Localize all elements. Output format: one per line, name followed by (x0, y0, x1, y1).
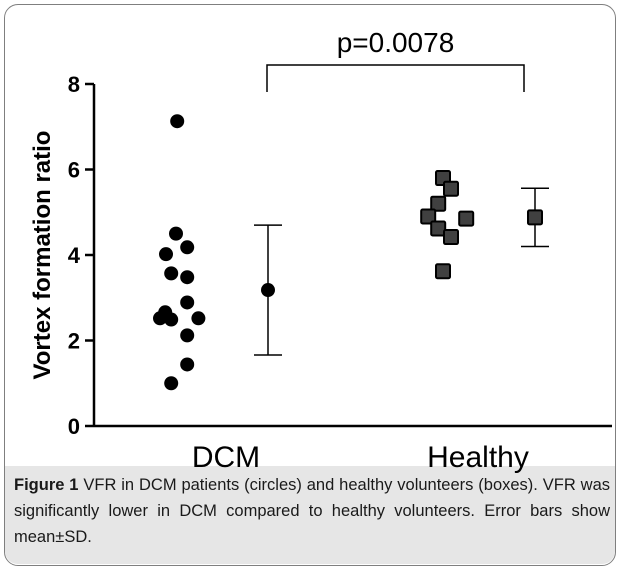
dcm-data-point (159, 247, 173, 262)
dcm-data-point (169, 226, 183, 241)
dcm-data-point (164, 266, 179, 281)
dcm-data-point (180, 295, 195, 310)
dcm-data-point (180, 270, 195, 285)
healthy-mean-marker (527, 209, 543, 226)
dcm-data-point (191, 311, 206, 326)
y-axis-title: Vortex formation ratio (29, 131, 56, 380)
dcm-data-point (180, 240, 195, 255)
caption-background (5, 466, 615, 564)
figure-caption: Figure 1 VFR in DCM patients (circles) a… (14, 472, 610, 550)
healthy-data-point (430, 195, 447, 212)
caption-text: VFR in DCM patients (circles) and health… (14, 476, 610, 546)
healthy-data-point (435, 263, 451, 280)
dcm-data-point (170, 114, 185, 129)
x-category-label: Healthy (427, 441, 529, 474)
dcm-data-point (180, 328, 195, 343)
healthy-data-point (420, 208, 437, 225)
dcm-data-point (164, 376, 179, 391)
y-tick-label: 2 (68, 329, 80, 354)
dcm-data-point (180, 357, 195, 372)
x-category-label: DCM (192, 441, 260, 474)
y-tick-label: 8 (68, 72, 80, 97)
significance-bracket (266, 64, 525, 92)
healthy-data-point (430, 220, 447, 237)
y-tick-label: 4 (68, 243, 81, 268)
caption-label: Figure 1 (14, 476, 79, 494)
healthy-data-point (443, 229, 459, 246)
healthy-data-point (458, 210, 475, 227)
y-tick-label: 0 (68, 414, 80, 439)
p-value-annotation: p=0.0078 (337, 27, 455, 58)
dcm-data-point (164, 312, 179, 327)
healthy-data-point (443, 180, 459, 197)
y-tick-label: 6 (68, 158, 80, 183)
dcm-mean-marker (261, 283, 275, 298)
